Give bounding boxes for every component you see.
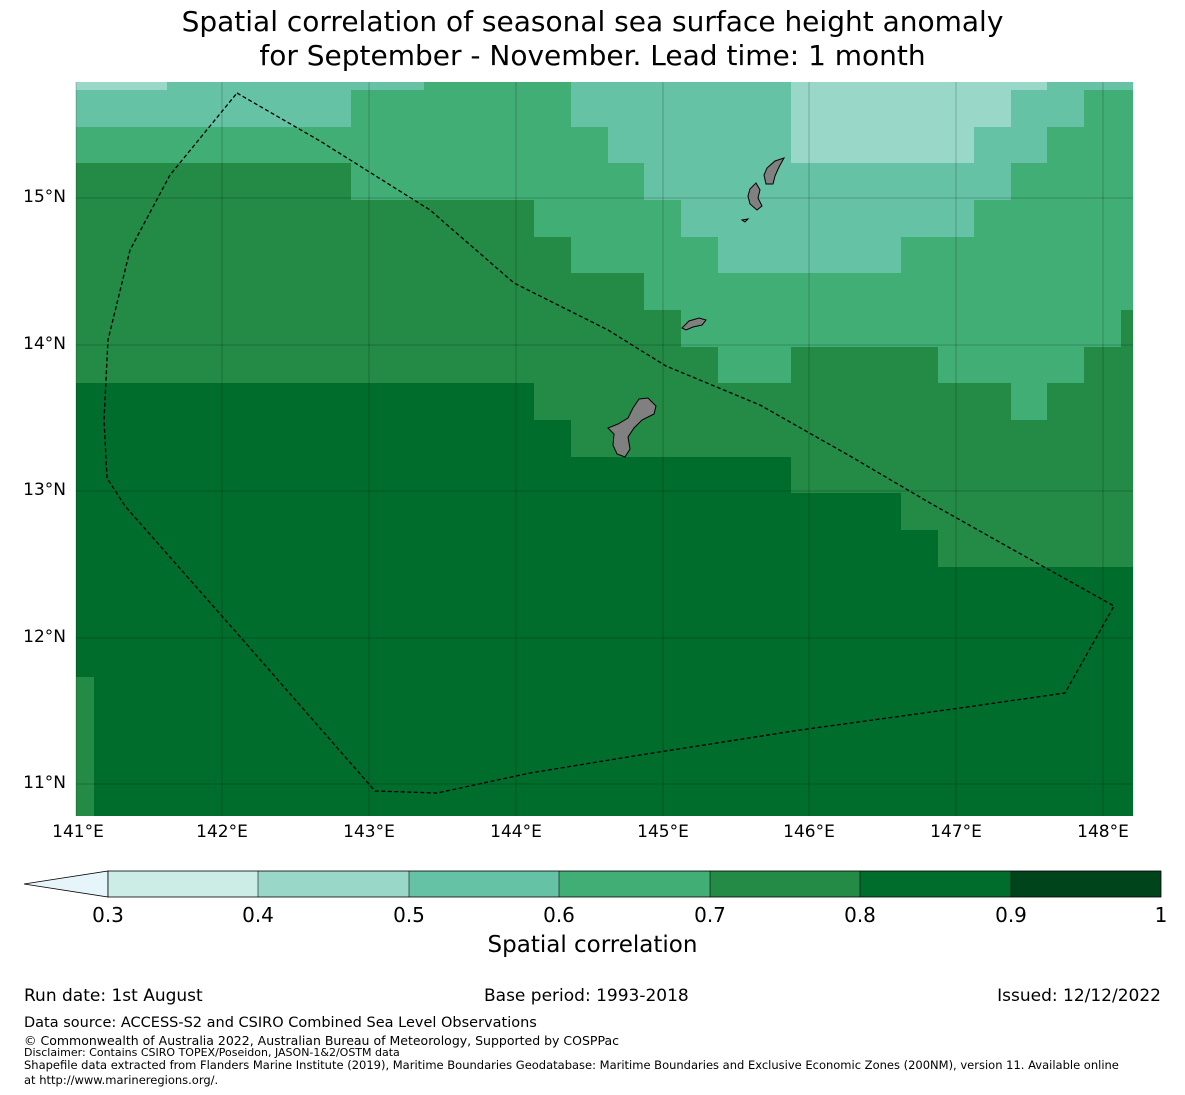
colorbar-tick-1: 1 [1154,903,1168,927]
lon-tick-141: 141°E [52,822,104,842]
colorbar-tick-0.3: 0.3 [92,903,124,927]
colorbar-tick-0.8: 0.8 [844,903,876,927]
lon-tick-148: 148°E [1077,822,1129,842]
issued-date: Issued: 12/12/2022 [997,986,1161,1006]
data-source: Data source: ACCESS-S2 and CSIRO Combine… [24,1015,537,1031]
colorbar-seg-6 [860,871,1011,897]
colorbar-seg-5 [710,871,860,897]
island-rota [681,317,707,331]
colorbar [23,870,1162,898]
lon-tick-146: 146°E [783,822,835,842]
title-line-2: for September - November. Lead time: 1 m… [259,39,926,72]
colorbar-tick-0.6: 0.6 [543,903,575,927]
lon-tick-143: 143°E [343,822,395,842]
island-saipan [763,157,786,185]
land-masses [607,157,786,458]
disclaimer: Disclaimer: Contains CSIRO TOPEX/Poseido… [24,1046,400,1059]
copyright: © Commonwealth of Australia 2022, Austra… [24,1033,619,1048]
colorbar-seg-7 [1011,871,1161,897]
run-date: Run date: 1st August [24,986,203,1006]
eez-boundary [103,92,1115,794]
colorbar-extend-arrow [23,870,109,898]
colorbar-tick-0.4: 0.4 [242,903,274,927]
island-aguijan [740,218,750,223]
colorbar-tick-0.5: 0.5 [393,903,425,927]
correlation-field [76,82,1133,816]
shapefile-url: at http://www.marineregions.org/. [24,1073,219,1087]
lat-tick-14: 14°N [23,334,66,354]
lat-tick-12: 12°N [23,627,66,647]
shapefile-credit: Shapefile data extracted from Flanders M… [24,1058,1119,1072]
colorbar-seg-4 [559,871,710,897]
lat-tick-11: 11°N [23,773,66,793]
island-tinian [747,182,763,211]
base-period: Base period: 1993-2018 [484,986,689,1006]
lon-tick-144: 144°E [490,822,542,842]
colorbar-seg-2 [258,871,409,897]
lat-tick-13: 13°N [23,480,66,500]
colorbar-tick-0.7: 0.7 [694,903,726,927]
lon-tick-142: 142°E [196,822,248,842]
lat-tick-15: 15°N [23,187,66,207]
colorbar-tick-0.9: 0.9 [995,903,1027,927]
graticule [75,82,1133,816]
lon-tick-145: 145°E [637,822,689,842]
colorbar-label: Spatial correlation [487,932,698,958]
title-line-1: Spatial correlation of seasonal sea surf… [181,5,1004,38]
island-guam [607,397,657,458]
colorbar-seg-3 [409,871,559,897]
colorbar-seg-1 [108,871,258,897]
lon-tick-147: 147°E [930,822,982,842]
